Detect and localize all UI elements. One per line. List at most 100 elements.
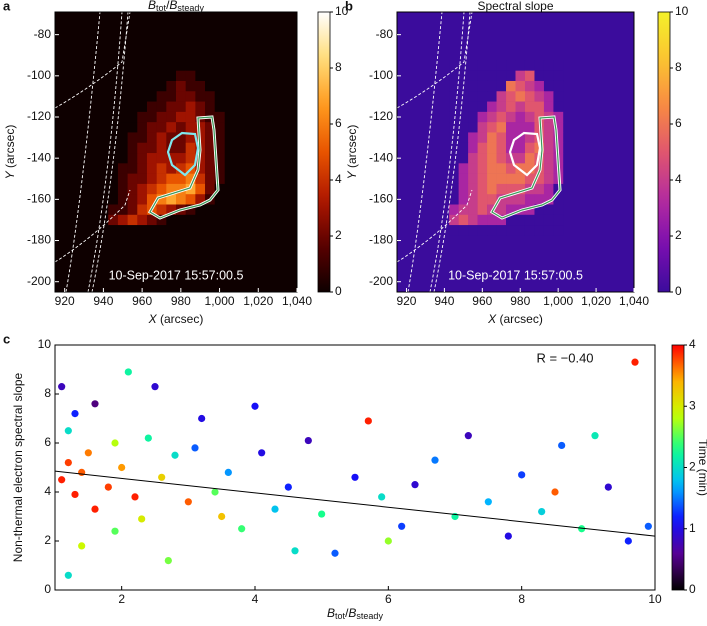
heatmap-cell [477, 204, 488, 216]
heatmap-cell [458, 142, 469, 154]
heatmap-cell [506, 194, 516, 205]
heatmap-cell [468, 91, 478, 102]
heatmap-cell [156, 80, 167, 92]
heatmap-cell [185, 214, 196, 226]
heatmap-cell [166, 70, 177, 82]
heatmap-cell [185, 153, 196, 164]
scatter-point [164, 557, 172, 565]
y-axis-label: Y (arcsec) [3, 125, 17, 180]
heatmap-cell [214, 204, 225, 216]
heatmap-cell [468, 173, 478, 185]
y-tick-label: -180 [27, 233, 51, 247]
colorbar-tick-label: 10 [675, 4, 689, 18]
heatmap-cell [468, 80, 478, 92]
heatmap-cell [553, 194, 564, 205]
heatmap-cell [524, 153, 535, 164]
heatmap-cell [127, 80, 138, 92]
scatter-point [398, 522, 406, 530]
plot-area [397, 12, 634, 292]
heatmap-cell [185, 60, 196, 71]
heatmap-cell [214, 70, 225, 82]
heatmap-cell [166, 91, 177, 102]
grid-curve [65, 11, 101, 293]
y-axis-label-part: Y [345, 170, 359, 179]
heatmap-cell [108, 142, 119, 154]
heatmap-cell [477, 225, 488, 236]
heatmap-cell [127, 111, 138, 123]
heatmap-cell [477, 163, 488, 174]
heatmap-cell [137, 163, 148, 174]
heatmap-cell [108, 163, 119, 174]
colorbar-label: Time (min) [696, 439, 707, 496]
heatmap-cell [468, 60, 478, 71]
heatmap-cell [477, 132, 488, 144]
x-axis-label-part: B [327, 606, 335, 620]
heatmap-cell [468, 153, 478, 164]
scatter-point [484, 498, 492, 506]
scatter-point [538, 508, 546, 516]
heatmap-cell [146, 111, 157, 123]
heatmap-cell [534, 153, 545, 164]
heatmap-cell [205, 163, 216, 174]
heatmap-cell [477, 101, 488, 113]
heatmap-cell [458, 132, 469, 144]
x-axis-label-part: X [148, 312, 158, 326]
heatmap-cell [108, 70, 119, 82]
overlays [54, 11, 562, 293]
heatmap-cell [515, 101, 526, 113]
scatter-point [291, 547, 299, 555]
scatter-point [104, 483, 112, 491]
heatmap-cell [166, 101, 177, 113]
y-tick-label: -120 [369, 109, 393, 123]
heatmap-cell [506, 132, 516, 144]
heatmap-cell [506, 111, 516, 123]
heatmap-cell [195, 80, 206, 92]
x-tick-label: 2 [118, 592, 125, 606]
heatmap-cell [515, 70, 526, 82]
heatmap-cell [524, 80, 535, 92]
heatmap-cell [146, 142, 157, 154]
heatmap-cell [506, 225, 516, 236]
x-axis-label: X (arcsec) [148, 312, 204, 326]
scatter-point [58, 383, 66, 391]
scatter-point [191, 444, 199, 452]
heatmap-cell [117, 101, 128, 113]
heatmap-cell [156, 132, 167, 144]
colorbar-tick-label: 8 [335, 60, 342, 74]
heatmap-cell [137, 153, 148, 164]
heatmap-cell [195, 183, 206, 195]
heatmap-cell [166, 142, 177, 154]
scatter-point [631, 358, 639, 366]
x-tick-label: 6 [385, 592, 392, 606]
heatmap-cell [137, 60, 148, 71]
heatmap-cell [117, 111, 128, 123]
heatmap-cell [487, 173, 497, 185]
heatmap-cell [108, 101, 119, 113]
heatmap-cell [487, 132, 497, 144]
heatmap-cell [117, 132, 128, 144]
chart-title: Btot/Bsteady [148, 0, 204, 13]
heatmap-cell [543, 101, 554, 113]
scatter-point [224, 468, 232, 476]
heatmap-cell [449, 204, 459, 216]
heatmap-cell [195, 225, 206, 236]
grid-curve [433, 11, 471, 293]
heatmap-cell [553, 101, 564, 113]
heatmap-cell [553, 80, 564, 92]
y-tick-label: -100 [369, 68, 393, 82]
x-tick-label: 980 [510, 294, 530, 308]
scatter-point [271, 505, 279, 513]
heatmap-cell [146, 194, 157, 205]
heatmap-cell [487, 101, 497, 113]
heatmap-cell [496, 111, 507, 123]
heatmap-cell [477, 183, 488, 195]
heatmap-cell [205, 70, 216, 82]
heatmap-cell [205, 80, 216, 92]
heatmap-cell [543, 153, 554, 164]
heatmap-cell [534, 214, 545, 226]
heatmap-cell [477, 214, 488, 226]
heatmap-cell [449, 173, 459, 185]
heatmap-cell [108, 214, 119, 226]
heatmap-cell [127, 153, 138, 164]
heatmap-cell [195, 204, 206, 216]
